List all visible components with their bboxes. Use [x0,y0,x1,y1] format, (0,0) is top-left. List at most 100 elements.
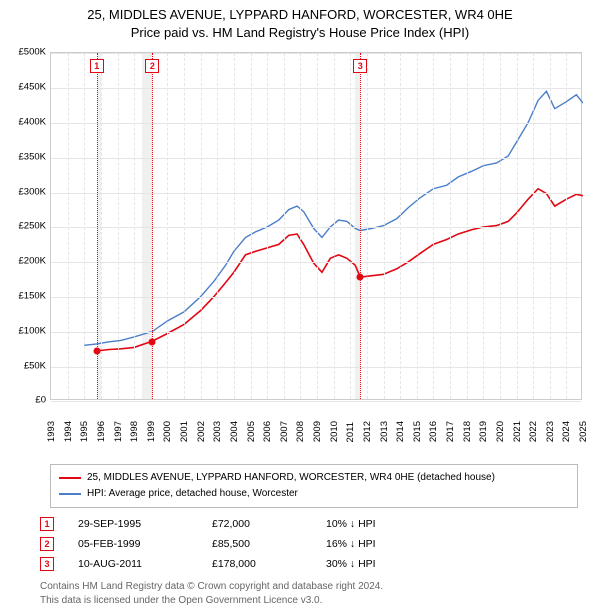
gridline-v [217,53,218,399]
gridline-h [51,123,581,124]
gridline-v [400,53,401,399]
x-axis-label: 2018 [462,421,473,442]
chart-title: 25, MIDDLES AVENUE, LYPPARD HANFORD, WOR… [10,6,590,42]
sale-point [93,348,100,355]
gridline-v [417,53,418,399]
gridline-v [550,53,551,399]
gridline-v [566,53,567,399]
gridline-v [367,53,368,399]
gridline-h [51,297,581,298]
x-axis-label: 1998 [129,421,140,442]
gridline-v [517,53,518,399]
x-axis-label: 2023 [545,421,556,442]
x-axis-label: 1993 [46,421,57,442]
x-axis-label: 2024 [561,421,572,442]
y-axis-label: £350K [8,151,46,162]
footer: Contains HM Land Registry data © Crown c… [40,580,590,608]
gridline-v [251,53,252,399]
gridline-v [267,53,268,399]
gridline-v [167,53,168,399]
x-axis-label: 2022 [528,421,539,442]
event-line [360,53,361,399]
gridline-v [450,53,451,399]
sale-point [357,274,364,281]
plot-area: 123 [50,52,582,400]
legend-item: 25, MIDDLES AVENUE, LYPPARD HANFORD, WOR… [59,470,569,486]
y-axis-label: £0 [8,395,46,406]
gridline-v [201,53,202,399]
y-axis-label: £400K [8,116,46,127]
gridline-v [118,53,119,399]
gridline-v [483,53,484,399]
y-axis-label: £200K [8,256,46,267]
sales-row-price: £85,500 [212,538,302,550]
sales-row-index: 2 [40,537,54,551]
x-axis-label: 2014 [395,421,406,442]
gridline-v [334,53,335,399]
gridline-h [51,367,581,368]
x-axis-label: 2008 [295,421,306,442]
sales-row-delta: 10% ↓ HPI [326,518,376,530]
gridline-v [134,53,135,399]
y-axis-label: £100K [8,325,46,336]
sales-row-date: 05-FEB-1999 [78,538,188,550]
y-axis-label: £500K [8,47,46,58]
sales-row-price: £72,000 [212,518,302,530]
event-marker: 3 [353,59,367,73]
gridline-v [384,53,385,399]
footer-line2: This data is licensed under the Open Gov… [40,594,590,608]
x-axis-label: 2016 [428,421,439,442]
sale-point [149,338,156,345]
x-axis-label: 2019 [478,421,489,442]
x-axis-label: 2005 [246,421,257,442]
legend: 25, MIDDLES AVENUE, LYPPARD HANFORD, WOR… [50,464,578,508]
sales-row-date: 29-SEP-1995 [78,518,188,530]
gridline-h [51,158,581,159]
x-axis-label: 2010 [329,421,340,442]
sales-row-delta: 16% ↓ HPI [326,538,376,550]
legend-label: 25, MIDDLES AVENUE, LYPPARD HANFORD, WOR… [87,470,495,486]
gridline-v [184,53,185,399]
y-axis-label: £250K [8,221,46,232]
gridline-h [51,53,581,54]
sales-row: 1 29-SEP-1995 £72,000 10% ↓ HPI [40,514,590,534]
x-axis-label: 2020 [495,421,506,442]
x-axis-label: 2002 [196,421,207,442]
footer-line1: Contains HM Land Registry data © Crown c… [40,580,590,594]
x-axis-label: 2012 [362,421,373,442]
x-axis-label: 2015 [412,421,423,442]
gridline-v [234,53,235,399]
legend-item: HPI: Average price, detached house, Worc… [59,486,569,502]
sales-row-index: 1 [40,517,54,531]
gridline-v [84,53,85,399]
gridline-v [317,53,318,399]
x-axis-label: 2007 [279,421,290,442]
gridline-v [433,53,434,399]
gridline-h [51,332,581,333]
chart: 123 £0£50K£100K£150K£200K£250K£300K£350K… [10,48,590,428]
x-axis-label: 2006 [262,421,273,442]
legend-swatch [59,477,81,479]
x-axis-label: 2025 [578,421,589,442]
sales-row-date: 10-AUG-2011 [78,558,188,570]
x-axis-label: 2001 [179,421,190,442]
x-axis-label: 1999 [146,421,157,442]
x-axis-label: 2011 [345,422,356,442]
x-axis-label: 1996 [96,421,107,442]
sales-row-price: £178,000 [212,558,302,570]
event-marker: 1 [90,59,104,73]
x-axis-label: 2000 [162,421,173,442]
x-axis-label: 1997 [113,421,124,442]
title-line2: Price paid vs. HM Land Registry's House … [10,24,590,42]
x-axis-label: 2021 [512,421,523,442]
gridline-h [51,88,581,89]
gridline-v [350,53,351,399]
y-axis-label: £450K [8,82,46,93]
gridline-v [533,53,534,399]
sales-row-index: 3 [40,557,54,571]
gridline-h [51,227,581,228]
title-line1: 25, MIDDLES AVENUE, LYPPARD HANFORD, WOR… [10,6,590,24]
x-axis-label: 1994 [63,421,74,442]
y-axis-label: £300K [8,186,46,197]
gridline-v [68,53,69,399]
